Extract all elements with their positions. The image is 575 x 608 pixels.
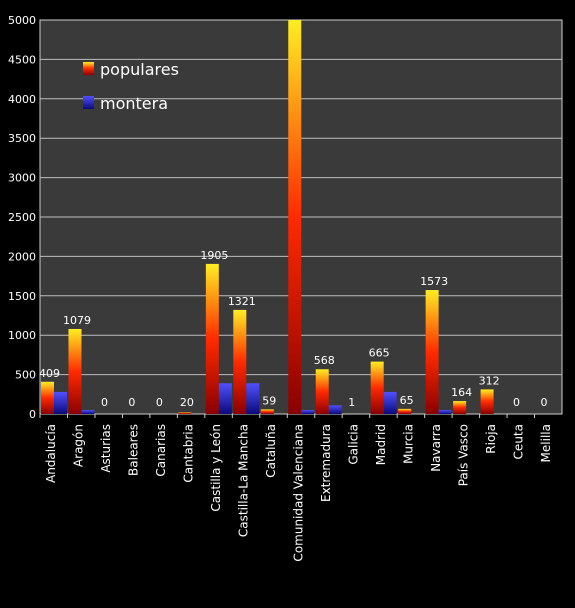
y-axis: 0 500 1000 1500 2000 2500 3000 3500 4000 4500 5000 xyxy=(8,14,36,421)
data-label: 1321 xyxy=(228,295,256,308)
y-tick-label: 4500 xyxy=(8,53,36,66)
data-label: 1905 xyxy=(200,249,228,262)
y-tick-label: 2000 xyxy=(8,250,36,263)
bar-populares xyxy=(426,290,439,414)
bar-populares xyxy=(371,362,384,414)
x-tick-label: Rioja xyxy=(484,424,498,454)
x-tick-label: País Vasco xyxy=(456,424,470,486)
legend-swatch-montera xyxy=(83,96,94,109)
x-tick-label: Extremadura xyxy=(319,424,333,502)
data-label: 164 xyxy=(451,386,472,399)
data-label: 1 xyxy=(348,396,355,409)
y-tick-label: 500 xyxy=(15,369,36,382)
x-tick-label: Galicia xyxy=(346,424,360,465)
x-tick-label: Ceuta xyxy=(511,424,525,459)
data-label: 1079 xyxy=(63,314,91,327)
bar-montera xyxy=(246,383,259,414)
x-tick-label: Castilla y León xyxy=(209,424,223,512)
bar-montera xyxy=(219,383,232,414)
bar-populares xyxy=(206,264,219,414)
y-tick-label: 1000 xyxy=(8,329,36,342)
data-label: 59 xyxy=(262,394,276,407)
y-tick-label: 0 xyxy=(29,408,36,421)
y-tick-label: 5000 xyxy=(8,14,36,27)
bar-populares xyxy=(453,401,466,414)
y-tick-label: 3500 xyxy=(8,132,36,145)
bar-populares xyxy=(68,329,81,414)
y-tick-label: 3000 xyxy=(8,172,36,185)
data-label: 0 xyxy=(156,396,163,409)
data-label: 1573 xyxy=(420,275,448,288)
bar-populares xyxy=(398,409,411,414)
x-tick-label: Cataluña xyxy=(264,424,278,478)
data-label: 0 xyxy=(128,396,135,409)
x-tick-label: Cantabria xyxy=(182,424,196,483)
bar-montera xyxy=(54,392,67,414)
y-tick-label: 4000 xyxy=(8,93,36,106)
x-tick-label: Murcia xyxy=(401,424,415,464)
bar-populares xyxy=(41,382,54,414)
x-tick-label: Andalucía xyxy=(44,424,58,483)
data-label: 0 xyxy=(541,396,548,409)
bar-populares xyxy=(481,389,494,414)
x-tick-label: Aragón xyxy=(72,424,86,467)
x-tick-label: Navarra xyxy=(429,424,443,472)
x-tick-label: Comunidad Valenciana xyxy=(292,424,306,562)
y-tick-label: 2500 xyxy=(8,211,36,224)
data-label: 568 xyxy=(314,354,335,367)
data-label: 409 xyxy=(39,367,60,380)
bar-montera xyxy=(301,410,314,414)
legend-label-montera: montera xyxy=(100,94,168,113)
data-label: 20 xyxy=(180,396,194,409)
bar-populares xyxy=(233,310,246,414)
bar-populares xyxy=(288,20,301,414)
bar-montera xyxy=(439,410,452,414)
data-label: 312 xyxy=(479,374,500,387)
x-tick-label: Castilla-La Mancha xyxy=(237,424,251,537)
legend-swatch-populares xyxy=(83,62,94,75)
data-label: 0 xyxy=(513,396,520,409)
bar-populares xyxy=(178,412,191,414)
legend-label-populares: populares xyxy=(100,60,179,79)
bar-montera xyxy=(81,410,94,414)
data-label: 65 xyxy=(400,394,414,407)
data-label: 665 xyxy=(369,347,390,360)
data-label: 0 xyxy=(101,396,108,409)
y-tick-label: 1500 xyxy=(8,290,36,303)
bar-populares xyxy=(316,369,329,414)
x-tick-label: Baleares xyxy=(127,424,141,476)
x-tick-label: Canarias xyxy=(154,424,168,477)
x-axis: Andalucía Aragón Asturias Baleares Canarias C… xyxy=(40,414,553,562)
x-tick-label: Madrid xyxy=(374,424,388,465)
bar-populares xyxy=(261,409,274,414)
x-tick-label: Asturias xyxy=(99,424,113,473)
bar-montera xyxy=(329,405,342,414)
x-tick-label: Melilla xyxy=(539,424,553,462)
bar-montera xyxy=(384,392,397,414)
